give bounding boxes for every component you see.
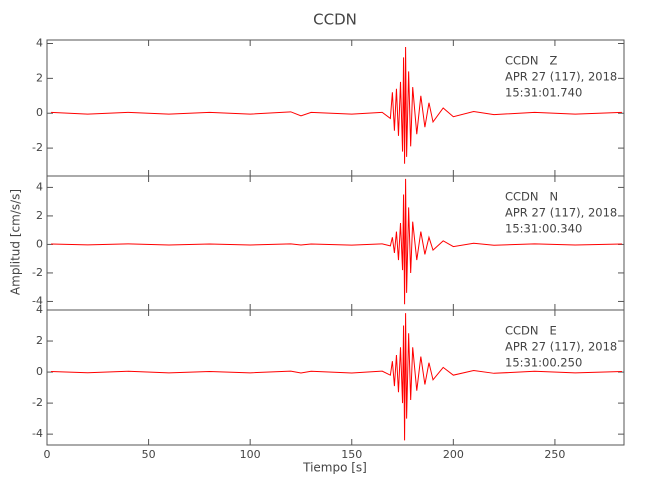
y-axis-label: Amplitud [cm/s/s]: [9, 189, 23, 295]
waveform: [51, 313, 622, 441]
y-tick-label: 2: [36, 71, 43, 84]
x-axis-label: Tiempo [s]: [302, 461, 367, 475]
y-tick-label: 0: [36, 237, 43, 250]
annotation: APR 27 (117), 2018: [505, 340, 617, 354]
x-tick-label: 0: [44, 448, 51, 461]
x-tick-label: 150: [341, 448, 362, 461]
y-tick-label: 4: [36, 303, 43, 316]
y-tick-label: 4: [36, 36, 43, 49]
annotation: CCDN E: [505, 324, 557, 338]
waveform: [51, 178, 622, 305]
y-tick-label: 4: [36, 180, 43, 193]
panel-frame: [46, 309, 625, 446]
annotation: CCDN N: [505, 190, 558, 204]
y-tick-label: -2: [32, 266, 43, 279]
y-tick-label: -2: [32, 396, 43, 409]
x-tick-label: 250: [544, 448, 565, 461]
y-tick-label: -2: [32, 141, 43, 154]
annotation: 15:31:01.740: [505, 86, 582, 100]
x-tick-label: 200: [443, 448, 464, 461]
y-tick-label: 0: [36, 365, 43, 378]
annotation: 15:31:00.250: [505, 356, 582, 370]
x-tick-label: 100: [240, 448, 261, 461]
y-tick-label: 2: [36, 334, 43, 347]
y-tick-label: 0: [36, 106, 43, 119]
annotation: APR 27 (117), 2018: [505, 70, 617, 84]
waveform: [51, 46, 622, 164]
y-tick-label: -4: [32, 294, 43, 307]
y-tick-label: -4: [32, 427, 43, 440]
annotation: APR 27 (117), 2018: [505, 206, 617, 220]
chart-title: CCDN: [313, 11, 357, 29]
y-tick-label: 2: [36, 209, 43, 222]
annotation: 15:31:00.340: [505, 222, 582, 236]
annotation: CCDN Z: [505, 54, 557, 68]
x-tick-label: 50: [142, 448, 156, 461]
